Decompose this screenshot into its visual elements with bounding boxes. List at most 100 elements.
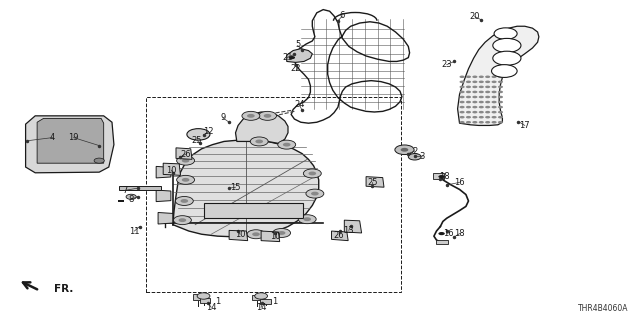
- Circle shape: [466, 121, 471, 124]
- Circle shape: [466, 111, 471, 113]
- Text: 25: 25: [192, 136, 202, 145]
- Text: 14: 14: [206, 303, 216, 312]
- Circle shape: [126, 194, 136, 199]
- Circle shape: [492, 81, 497, 83]
- Circle shape: [472, 116, 477, 118]
- Text: 2: 2: [412, 147, 417, 156]
- Circle shape: [485, 106, 490, 108]
- Circle shape: [485, 121, 490, 124]
- Text: 14: 14: [256, 303, 266, 312]
- Circle shape: [498, 76, 503, 78]
- Circle shape: [498, 121, 503, 124]
- Circle shape: [175, 196, 193, 205]
- Circle shape: [472, 101, 477, 103]
- Circle shape: [485, 86, 490, 88]
- Circle shape: [492, 65, 517, 77]
- Text: 10: 10: [270, 232, 280, 241]
- Polygon shape: [287, 49, 312, 62]
- Circle shape: [479, 111, 484, 113]
- Circle shape: [472, 81, 477, 83]
- Text: 13: 13: [344, 226, 354, 235]
- Circle shape: [472, 91, 477, 93]
- Circle shape: [94, 158, 104, 163]
- Circle shape: [492, 86, 497, 88]
- Polygon shape: [458, 26, 539, 125]
- Circle shape: [472, 111, 477, 113]
- Text: 16: 16: [443, 229, 453, 238]
- Polygon shape: [26, 116, 114, 173]
- Circle shape: [250, 137, 268, 146]
- Bar: [200, 298, 210, 303]
- Polygon shape: [173, 140, 319, 237]
- Circle shape: [479, 76, 484, 78]
- Text: 10: 10: [166, 166, 177, 175]
- Circle shape: [303, 169, 321, 178]
- Text: 19: 19: [68, 133, 79, 142]
- Circle shape: [485, 116, 490, 118]
- Circle shape: [492, 76, 497, 78]
- Circle shape: [303, 217, 311, 221]
- Bar: [119, 186, 161, 190]
- Text: 1: 1: [273, 297, 278, 306]
- Circle shape: [498, 96, 503, 98]
- Bar: [433, 173, 444, 179]
- Polygon shape: [163, 163, 180, 175]
- Circle shape: [179, 218, 186, 222]
- Circle shape: [466, 106, 471, 108]
- Circle shape: [252, 232, 260, 236]
- Circle shape: [498, 111, 503, 113]
- Circle shape: [485, 101, 490, 103]
- Circle shape: [493, 51, 521, 65]
- Circle shape: [247, 114, 255, 118]
- Text: 8: 8: [129, 195, 134, 204]
- Polygon shape: [366, 177, 384, 187]
- Circle shape: [408, 154, 421, 160]
- Text: 11: 11: [129, 227, 140, 236]
- Text: 6: 6: [340, 12, 345, 20]
- Polygon shape: [156, 190, 171, 202]
- Circle shape: [479, 116, 484, 118]
- Circle shape: [289, 56, 295, 59]
- Circle shape: [479, 96, 484, 98]
- Circle shape: [498, 86, 503, 88]
- Circle shape: [466, 96, 471, 98]
- Circle shape: [466, 116, 471, 118]
- Circle shape: [460, 111, 465, 113]
- Circle shape: [479, 86, 484, 88]
- Text: 12: 12: [203, 127, 213, 136]
- Text: 1: 1: [215, 297, 220, 306]
- Circle shape: [278, 140, 296, 149]
- Text: 10: 10: [235, 230, 245, 239]
- Text: THR4B4060A: THR4B4060A: [578, 304, 628, 313]
- Circle shape: [492, 96, 497, 98]
- Circle shape: [479, 91, 484, 93]
- Bar: [252, 295, 262, 300]
- Text: 7: 7: [122, 186, 127, 195]
- Text: 4: 4: [50, 133, 55, 142]
- Text: 25: 25: [367, 178, 378, 187]
- Text: 9: 9: [220, 113, 225, 122]
- Circle shape: [460, 96, 465, 98]
- Circle shape: [278, 231, 285, 235]
- Circle shape: [306, 189, 324, 198]
- Text: 18: 18: [440, 172, 450, 181]
- Circle shape: [438, 232, 445, 235]
- Circle shape: [182, 159, 189, 163]
- Bar: [260, 299, 271, 304]
- Polygon shape: [332, 231, 348, 241]
- Text: FR.: FR.: [54, 284, 74, 294]
- Circle shape: [493, 38, 521, 52]
- Circle shape: [438, 175, 445, 178]
- Text: 5: 5: [295, 40, 300, 49]
- Circle shape: [255, 140, 263, 143]
- Circle shape: [498, 106, 503, 108]
- Polygon shape: [37, 118, 104, 163]
- Polygon shape: [229, 230, 248, 241]
- Circle shape: [466, 81, 471, 83]
- Circle shape: [460, 86, 465, 88]
- Polygon shape: [261, 231, 280, 242]
- Circle shape: [479, 101, 484, 103]
- Text: 3: 3: [420, 152, 425, 161]
- Circle shape: [485, 111, 490, 113]
- Circle shape: [485, 76, 490, 78]
